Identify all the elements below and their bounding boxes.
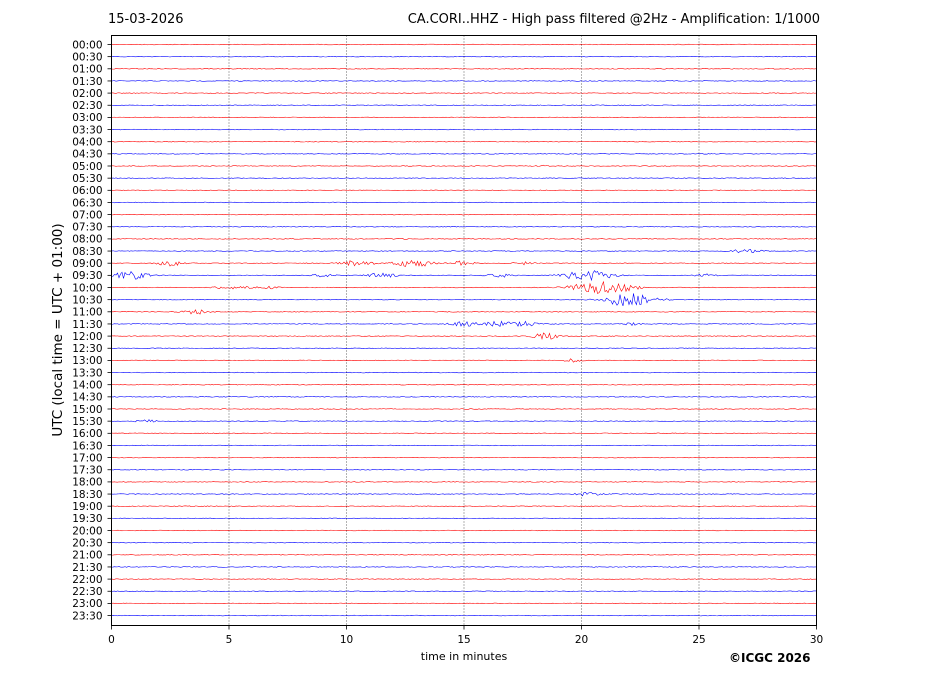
y-tick-label: 00:00 [72,39,102,51]
y-tick-label: 18:30 [72,489,102,501]
x-tick-label: 25 [692,634,705,646]
y-tick-label: 01:00 [72,64,102,76]
y-tick-label: 03:00 [72,112,102,124]
date-label: 15-03-2026 [108,12,184,27]
y-tick-label: 21:30 [72,562,102,574]
y-tick-label: 08:30 [72,246,102,258]
y-tick-label: 08:00 [72,234,102,246]
trace-row [111,164,817,167]
x-tick-label: 5 [226,634,233,646]
y-tick-label: 02:00 [72,88,102,100]
y-tick-label: 19:00 [72,501,102,513]
y-tick-label: 13:30 [72,367,102,379]
y-tick-label: 06:00 [72,185,102,197]
y-tick-label: 09:30 [72,270,102,282]
y-tick-label: 05:30 [72,173,102,185]
trace-row [111,153,817,155]
y-tick-label: 11:00 [72,307,102,319]
y-tick-label: 01:30 [72,76,102,88]
y-tick-label: 20:30 [72,537,102,549]
trace-row [111,189,817,191]
y-tick-label: 09:00 [72,258,102,270]
trace-row [111,213,817,216]
y-tick-label: 22:00 [72,574,102,586]
trace-row [111,259,817,267]
trace-row [111,177,817,179]
y-tick-label: 16:30 [72,440,102,452]
copyright-label: ©ICGC 2026 [729,651,811,665]
x-tick-label: 0 [108,634,115,646]
x-axis-label: time in minutes [420,650,508,663]
x-tick-label: 30 [810,634,823,646]
y-tick-label: 15:30 [72,416,102,428]
y-tick-label: 23:30 [72,610,102,622]
trace-row [111,492,817,497]
x-axis-minutes: 0 5 10 15 20 25 30 [108,625,823,646]
y-axis-time-labels: 00:0000:3001:0001:3002:0002:3003:0003:30… [72,39,112,622]
trace-row [111,481,817,483]
y-tick-label: 14:30 [72,392,102,404]
trace-row [111,384,817,386]
trace-row [111,237,817,240]
y-tick-label: 19:30 [72,513,102,525]
x-tick-label: 15 [457,634,470,646]
y-tick-label: 11:30 [72,319,102,331]
y-axis-label: UTC (local time = UTC + 01:00) [50,223,66,437]
y-tick-label: 12:00 [72,331,102,343]
y-tick-label: 12:30 [72,343,102,355]
trace-row [111,419,817,423]
y-tick-label: 14:00 [72,380,102,392]
trace-row [111,396,817,398]
y-tick-label: 22:30 [72,586,102,598]
y-tick-label: 04:00 [72,137,102,149]
y-tick-label: 18:00 [72,477,102,489]
trace-row [111,201,817,204]
chart-title: CA.CORI..HHZ - High pass filtered @2Hz -… [407,12,820,27]
y-tick-label: 07:30 [72,222,102,234]
y-tick-label: 02:30 [72,100,102,112]
trace-row [111,432,817,434]
y-tick-label: 17:00 [72,452,102,464]
y-tick-label: 20:00 [72,525,102,537]
plot-frame [111,35,817,626]
trace-row [111,456,817,459]
minute-gridlines [228,35,700,626]
trace-row [111,517,817,520]
trace-row [111,226,817,228]
trace-row [111,469,817,471]
y-tick-label: 21:00 [72,550,102,562]
trace-row [111,408,817,410]
trace-row [111,505,817,507]
trace-row [111,248,817,254]
y-tick-label: 15:00 [72,404,102,416]
y-tick-label: 05:00 [72,161,102,173]
y-tick-label: 07:00 [72,209,102,221]
y-tick-label: 16:00 [72,428,102,440]
x-tick-label: 20 [575,634,588,646]
y-tick-label: 23:00 [72,598,102,610]
y-tick-label: 04:30 [72,149,102,161]
y-tick-label: 10:00 [72,282,102,294]
y-tick-label: 10:30 [72,294,102,306]
x-tick-label: 10 [340,634,353,646]
y-tick-label: 17:30 [72,465,102,477]
trace-row [111,444,817,447]
y-tick-label: 00:30 [72,51,102,63]
y-tick-label: 13:00 [72,355,102,367]
y-tick-label: 03:30 [72,124,102,136]
y-tick-label: 06:30 [72,197,102,209]
